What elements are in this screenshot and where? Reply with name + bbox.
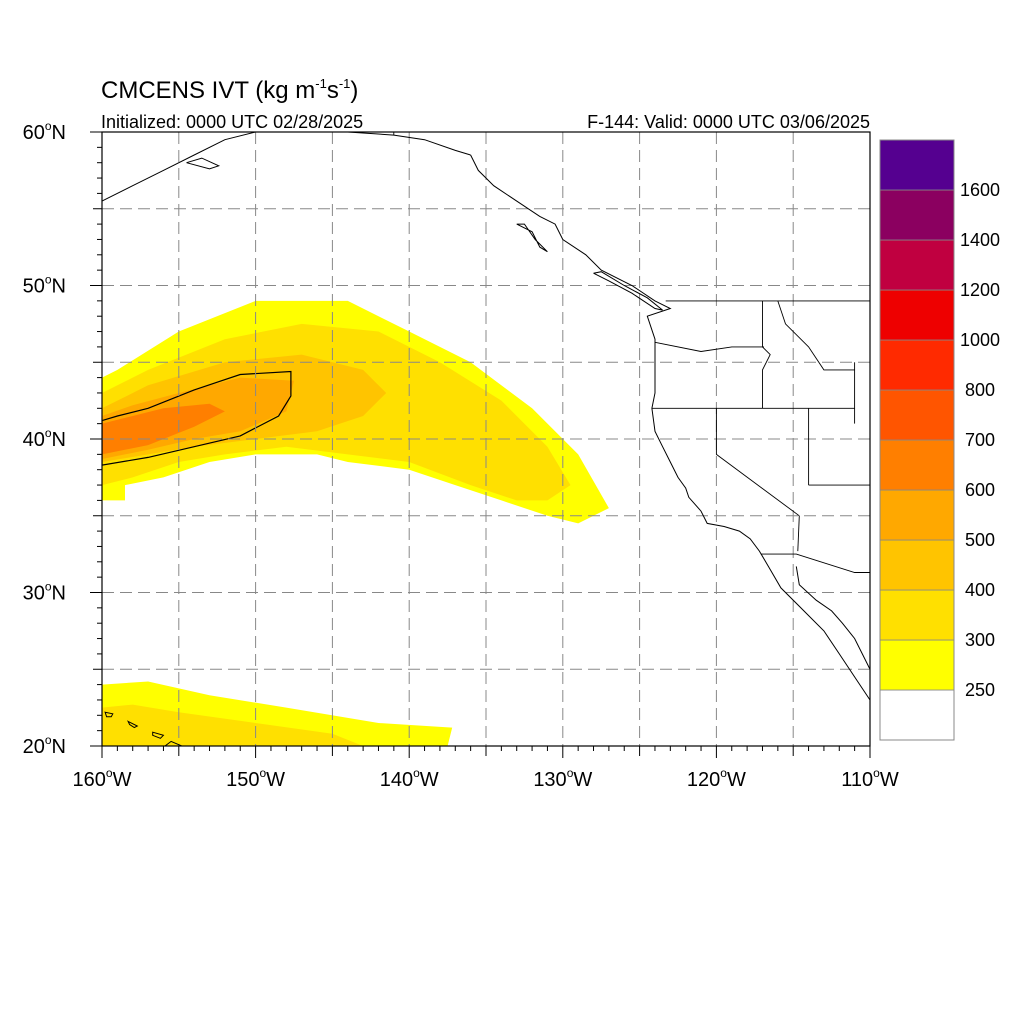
lon-tick-label: 110oW [841, 766, 899, 791]
lat-tick-label: 40oN [23, 426, 66, 451]
border-california-nevada [715, 408, 800, 517]
valid-time-subtitle: F-144: Valid: 0000 UTC 03/06/2025 [587, 112, 870, 132]
colorbar-level-label: 700 [965, 430, 995, 450]
ivt-region-main-river-600 [102, 403, 225, 455]
ivt-colorbar: 250 300 400 500 600 700 800 1000 1200 1400 1600 [879, 139, 1000, 741]
border-us-mexico-border [760, 553, 870, 573]
colorbar-level-label: 400 [965, 580, 995, 600]
colorbar-frame [879, 139, 955, 741]
island-hawaii-big-island [164, 740, 183, 746]
border-idaho-west [762, 300, 771, 409]
colorbar-level-label: 1200 [960, 280, 1000, 300]
colorbar-swatch [879, 439, 955, 491]
init-time-subtitle: Initialized: 0000 UTC 02/28/2025 [101, 112, 363, 132]
colorbar-level-label: 800 [965, 380, 995, 400]
coastline-north-america-west-coast [470, 154, 870, 701]
colorbar-swatch [879, 589, 955, 641]
colorbar-level-label: 1400 [960, 230, 1000, 250]
lat-tick-label: 20oN [23, 733, 66, 758]
ivt-region-hawaii-river-300 [102, 704, 364, 746]
border-washington-oregon [654, 341, 764, 352]
colorbar-level-label: 250 [965, 680, 995, 700]
colorbar-swatch [879, 489, 955, 541]
lon-tick-label: 140oW [380, 766, 439, 791]
colorbar-swatch [879, 389, 955, 441]
border-idaho-montana [777, 300, 855, 371]
coastline-kodiak-island [186, 157, 221, 170]
lon-tick-label: 160oW [73, 766, 132, 791]
coastline-alaska-gulf-coast [102, 132, 471, 202]
island-kauai [104, 711, 114, 718]
lat-tick-label: 30oN [23, 580, 66, 605]
colorbar-level-label: 500 [965, 530, 995, 550]
ivt-shading-layer [102, 300, 609, 746]
colorbar-swatch [879, 689, 955, 741]
colorbar-level-label: 1000 [960, 330, 1000, 350]
coastline-vancouver-island [593, 271, 663, 311]
coastline-gulf-of-california-coast [795, 566, 870, 670]
colorbar-swatch [879, 139, 955, 191]
colorbar-swatch [879, 289, 955, 341]
island-maui [152, 731, 165, 739]
colorbar-level-label: 300 [965, 630, 995, 650]
colorbar-swatch [879, 539, 955, 591]
axis-tick-labels: 160oW 150oW 140oW 130oW 120oW 110oW 60oN 50oN 40… [23, 119, 899, 791]
lat-tick-label: 60oN [23, 119, 66, 144]
lat-tick-label: 50oN [23, 273, 66, 298]
island-oahu [127, 720, 139, 729]
ivt-contour-500 [102, 370, 292, 466]
border-arizona-california [797, 515, 800, 552]
colorbar-swatch [879, 639, 955, 691]
axis-ticks [90, 131, 871, 758]
map-title: CMCENS IVT (kg m-1s-1) [101, 76, 358, 104]
colorbar-level-label: 1600 [960, 180, 1000, 200]
colorbar-swatch [879, 339, 955, 391]
coastline-haida-gwaii [516, 223, 548, 253]
coastline-border-layer [102, 132, 870, 746]
graticule-grid [102, 132, 870, 746]
colorbar-level-label: 600 [965, 480, 995, 500]
lon-tick-label: 150oW [226, 766, 285, 791]
colorbar-swatch [879, 189, 955, 241]
colorbar-swatch [879, 239, 955, 291]
lon-tick-label: 120oW [687, 766, 746, 791]
lon-tick-label: 130oW [533, 766, 592, 791]
